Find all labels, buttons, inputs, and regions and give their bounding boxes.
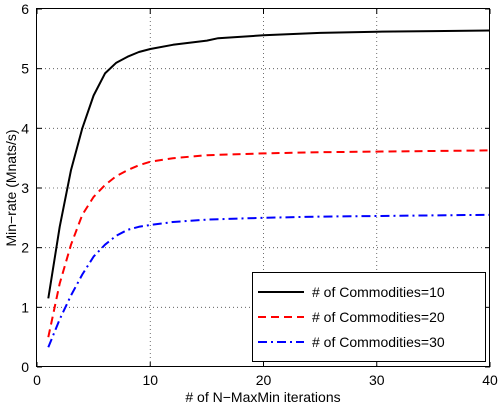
- legend: # of Commodities=10 # of Commodities=20 …: [252, 272, 486, 362]
- x-tick-label: 0: [33, 372, 41, 388]
- series-line-of-commodities-20: [47, 149, 491, 338]
- series-line-of-commodities-30: [47, 213, 491, 348]
- series-layer: [47, 29, 491, 348]
- x-tick-label: 10: [142, 372, 158, 388]
- y-tick-label: 4: [21, 120, 29, 136]
- y-tick-label: 1: [21, 299, 29, 315]
- y-tick-label: 6: [21, 1, 29, 17]
- x-tick-label: 30: [369, 372, 385, 388]
- y-tick-label: 5: [21, 61, 29, 77]
- axis-ticks: 0 10 20 30 40 0 1 2 3 4 5 6: [21, 1, 498, 388]
- y-tick-label: 3: [21, 180, 29, 196]
- x-axis-label: # of N−MaxMin iterations: [185, 389, 340, 405]
- y-tick-label: 2: [21, 240, 29, 256]
- legend-label-commodities-20: # of Commodities=20: [312, 309, 445, 325]
- legend-label-commodities-10: # of Commodities=10: [312, 284, 445, 300]
- series-line-of-commodities-10: [47, 29, 491, 299]
- y-axis-label: Min−rate (Mnats/s): [3, 129, 19, 246]
- x-tick-label: 20: [256, 372, 272, 388]
- x-tick-label: 40: [482, 372, 498, 388]
- y-tick-label: 0: [21, 359, 29, 375]
- legend-label-commodities-30: # of Commodities=30: [312, 334, 445, 350]
